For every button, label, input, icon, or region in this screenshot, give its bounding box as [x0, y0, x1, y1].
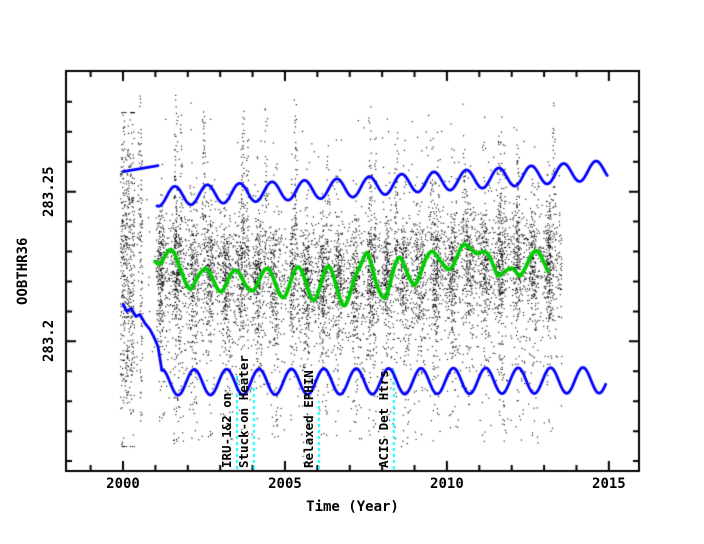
x-tick-label-2005: 2005 [268, 476, 302, 492]
x-tick-label-2010: 2010 [430, 476, 464, 492]
annotation-stuck-on-heater: Stuck-on Heater [235, 355, 251, 468]
y-tick-label-283-2: 283.2 [41, 320, 57, 363]
x-tick-label-2015: 2015 [592, 476, 626, 492]
y-axis-title: OOBTHR36 [15, 237, 31, 305]
y-tick-label-283-25: 283.25 [41, 166, 57, 218]
annotation-relaxed-ephin: Relaxed EPHIN [300, 370, 316, 468]
x-axis-title: Time (Year) [306, 499, 399, 515]
annotation-acis-det-htrs: ACIS Det Htrs [375, 370, 391, 468]
x-tick-label-2000: 2000 [106, 476, 140, 492]
annotation-iru-on: IRU-1&2 on [219, 392, 235, 468]
